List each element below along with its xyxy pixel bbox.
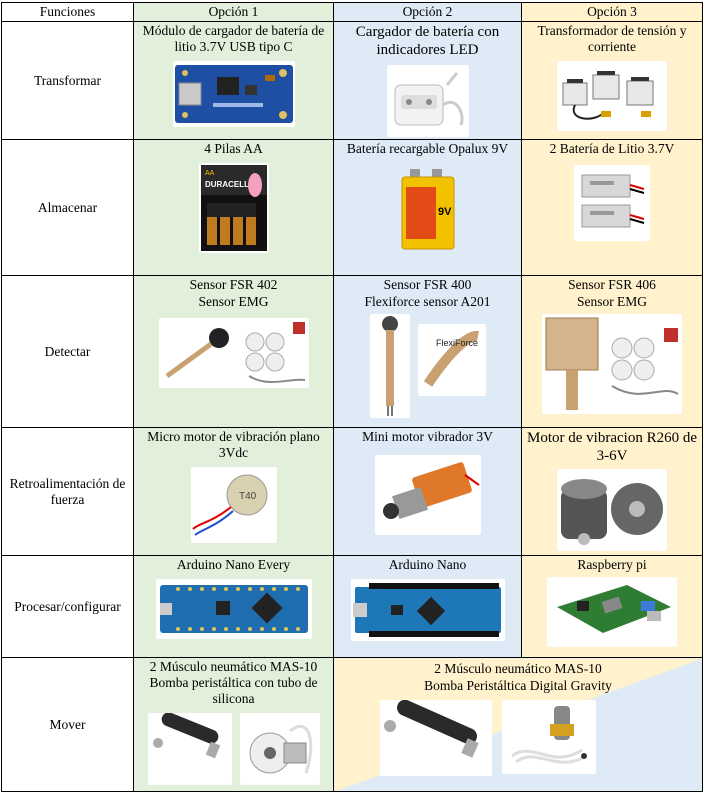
duracell-text: DURACELL (205, 180, 249, 189)
fsr406-emg-image (542, 314, 682, 414)
cell-option1: Módulo de cargador de batería de litio 3… (133, 21, 334, 140)
lithium-battery-image (574, 165, 650, 241)
pneumatic-muscle-image (147, 713, 232, 785)
cell-option1: 2 Músculo neumático MAS-10 Bomba peristá… (133, 657, 334, 792)
arduino-nano-image (350, 579, 505, 641)
flexiforce-image: FlexiForce (417, 324, 486, 396)
item-label: Cargador de batería con indicadores LED (355, 24, 500, 58)
item-label: Arduino Nano (388, 557, 467, 572)
fsr400-image (369, 314, 410, 418)
mover-option1-images (135, 713, 333, 785)
item-label-1: Sensor FSR 402 (189, 277, 278, 292)
motor-text: T40 (239, 491, 257, 502)
9v-battery-image: 9V (398, 165, 458, 253)
item-label: Raspberry pi (577, 557, 647, 572)
header-functions: Funciones (1, 2, 134, 22)
item-label: Batería recargable Opalux 9V (346, 141, 509, 156)
cell-option2: Arduino Nano (333, 555, 522, 658)
aa-text: AA (205, 170, 215, 177)
transformer-image (557, 61, 667, 131)
aa-batteries-image: AA DURACELL (198, 163, 269, 253)
table-row: Retroalimentación de fuerza Micro motor … (1, 427, 703, 556)
item-label-2: Sensor EMG (576, 294, 648, 309)
cell-option1: 4 Pilas AA AA DURACELL (133, 139, 334, 276)
mini-vibrator-motor-image (374, 455, 481, 535)
cell-option3: Transformador de tensión y corriente (521, 21, 703, 140)
cell-option1: Arduino Nano Every (133, 555, 334, 658)
cell-option3: 2 Batería de Litio 3.7V (521, 139, 703, 276)
function-retroalimentacion: Retroalimentación de fuerza (1, 427, 134, 556)
flexiforce-text: FlexiForce (436, 338, 478, 348)
cell-option3: Motor de vibracion R260 de 3-6V (521, 427, 703, 556)
cell-option3: Raspberry pi (521, 555, 703, 658)
cell-option1: Sensor FSR 402 Sensor EMG (133, 275, 334, 428)
header-option-2: Opción 2 (333, 2, 522, 22)
table-row: Transformar Módulo de cargador de baterí… (1, 21, 703, 140)
item-label: 4 Pilas AA (204, 141, 263, 156)
item-label-1: 2 Músculo neumático MAS-10 (434, 661, 602, 676)
fsr400-flexiforce-images: FlexiForce (335, 314, 521, 418)
item-label: Mini motor vibrador 3V (362, 429, 493, 444)
fsr402-emg-image (158, 318, 309, 388)
peristaltic-pump-image (239, 713, 320, 785)
item-label-2: Sensor EMG (198, 294, 269, 309)
item-label: Módulo de cargador de batería de litio 3… (142, 23, 325, 54)
flat-vibration-motor-image: T40 (190, 467, 277, 543)
cell-option2: Batería recargable Opalux 9V 9V (333, 139, 522, 276)
item-label: 2 Músculo neumático MAS-10 Bomba peristá… (149, 659, 318, 706)
table-row: Procesar/configurar Arduino Nano Every A… (1, 555, 703, 658)
function-detectar: Detectar (1, 275, 134, 428)
cell-option2-3: 2 Músculo neumático MAS-10 Bomba Peristá… (333, 657, 703, 792)
function-procesar: Procesar/configurar (1, 555, 134, 658)
cell-option2: Cargador de batería con indicadores LED (333, 21, 522, 140)
table-row: Detectar Sensor FSR 402 Sensor EMG Senso… (1, 275, 703, 428)
digital-pump-image (502, 700, 596, 774)
cell-option3: Sensor FSR 406 Sensor EMG (521, 275, 703, 428)
function-mover: Mover (1, 657, 134, 792)
cell-option2: Sensor FSR 400 Flexiforce sensor A201 Fl… (333, 275, 522, 428)
table-row: Mover 2 Músculo neumático MAS-10 Bomba p… (1, 657, 703, 792)
item-label: Arduino Nano Every (176, 557, 291, 572)
charger-module-image (172, 61, 295, 127)
r260-motor-image (557, 469, 667, 551)
header-option-1: Opción 1 (133, 2, 334, 22)
item-label-2: Flexiforce sensor A201 (364, 294, 491, 309)
header-row: Funciones Opción 1 Opción 2 Opción 3 (1, 2, 703, 22)
item-label-1: Sensor FSR 400 (383, 277, 472, 292)
item-label: Motor de vibracion R260 de 3-6V (527, 430, 697, 464)
function-almacenar: Almacenar (1, 139, 134, 276)
arduino-nano-every-image (155, 579, 312, 639)
item-label: Micro motor de vibración plano 3Vdc (147, 429, 320, 460)
function-transformar: Transformar (1, 21, 134, 140)
pneumatic-muscle-image (380, 700, 492, 776)
9v-text: 9V (438, 206, 452, 218)
led-charger-image (386, 65, 469, 137)
header-option-3: Opción 3 (521, 2, 703, 22)
table-row: Almacenar 4 Pilas AA AA DURACELL (1, 139, 703, 276)
item-label: Transformador de tensión y corriente (537, 23, 687, 54)
cell-option2: Mini motor vibrador 3V (333, 427, 522, 556)
item-label-1: Sensor FSR 406 (568, 277, 656, 292)
mover-option23-images (335, 700, 702, 776)
cell-option1: Micro motor de vibración plano 3Vdc T40 (133, 427, 334, 556)
item-label: 2 Batería de Litio 3.7V (549, 141, 675, 156)
item-label-2: Bomba Peristáltica Digital Gravity (424, 678, 612, 693)
raspberry-pi-image (547, 577, 677, 647)
